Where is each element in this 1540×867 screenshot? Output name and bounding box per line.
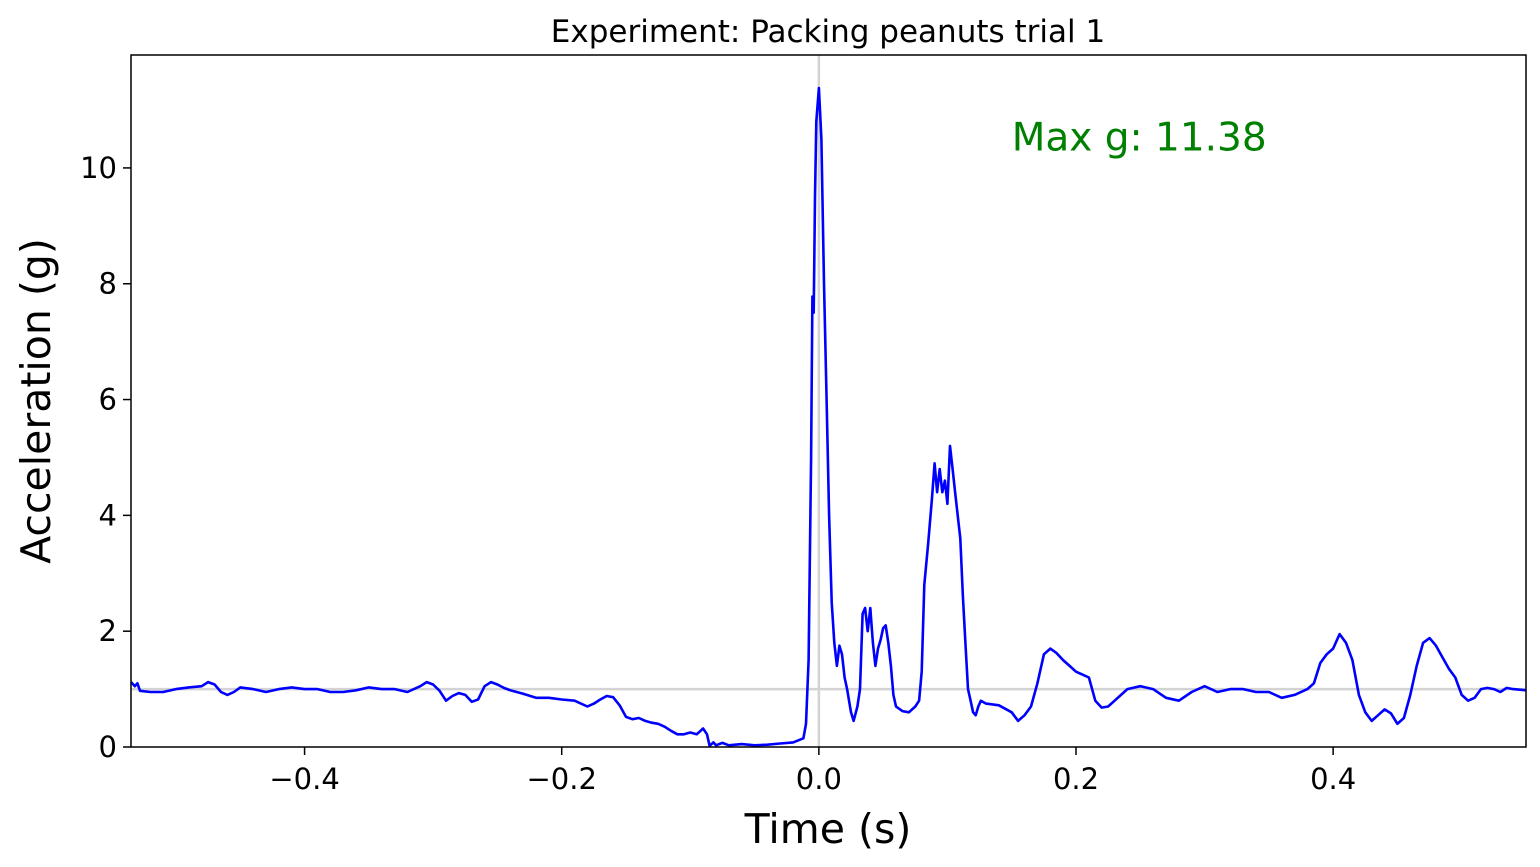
series-line-0 [130, 86, 1527, 748]
y-tick-label: 4 [99, 498, 117, 532]
series-group [130, 86, 1527, 748]
y-tick-label: 2 [99, 614, 117, 648]
x-tick-label: 0.0 [796, 762, 842, 796]
x-axis-label: Time (s) [744, 805, 912, 853]
plot-area [131, 55, 1526, 747]
y-tick-label: 8 [99, 267, 117, 301]
y-axis: 0 2 4 6 8 10 [80, 151, 131, 764]
max-g-annotation: Max g: 11.38 [1012, 116, 1267, 161]
chart-title: Experiment: Packing peanuts trial 1 [551, 14, 1105, 50]
x-tick-label: 0.4 [1310, 762, 1356, 796]
y-tick-label: 10 [80, 151, 117, 185]
x-tick-label: −0.2 [527, 762, 597, 796]
x-tick-label: 0.2 [1053, 762, 1099, 796]
x-axis: −0.4 −0.2 0.0 0.2 0.4 [269, 747, 1356, 796]
x-tick-label: −0.4 [269, 762, 339, 796]
y-tick-label: 6 [99, 383, 117, 417]
plot-frame [130, 54, 1527, 748]
y-tick-label: 0 [99, 730, 117, 764]
y-axis-label: Acceleration (g) [12, 238, 60, 564]
